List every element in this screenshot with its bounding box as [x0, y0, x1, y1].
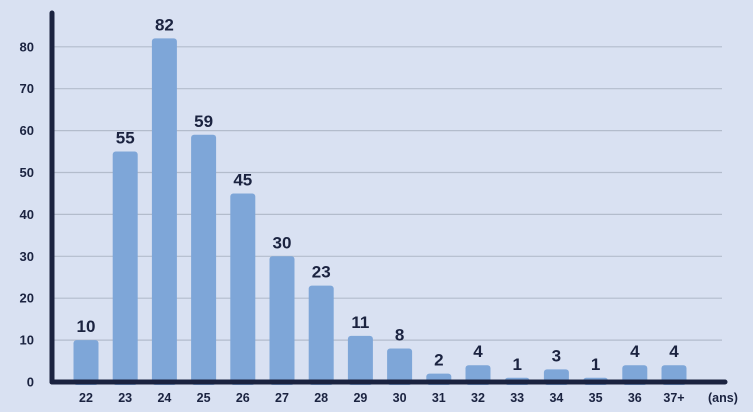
data-label: 82 — [155, 15, 174, 34]
y-tick-label: 0 — [27, 375, 34, 390]
y-tick-label: 20 — [20, 291, 34, 306]
data-label: 4 — [473, 342, 483, 361]
data-label: 4 — [630, 342, 640, 361]
data-label: 23 — [312, 263, 331, 282]
bars — [73, 38, 687, 386]
x-tick-label: 29 — [353, 391, 367, 405]
x-tick-label: 22 — [79, 391, 93, 405]
y-tick-label: 10 — [20, 333, 34, 348]
bar — [191, 134, 217, 385]
x-tick-label: 28 — [314, 391, 328, 405]
y-tick-label: 30 — [20, 249, 34, 264]
data-label: 2 — [434, 351, 443, 370]
y-tick-label: 70 — [20, 81, 34, 96]
x-tick-label: 23 — [118, 391, 132, 405]
axes — [49, 10, 728, 385]
y-tick-labels: 0 10 20 30 40 50 60 70 80 — [20, 39, 34, 389]
y-tick-label: 40 — [20, 207, 34, 222]
bar — [347, 335, 373, 385]
bar — [151, 38, 177, 386]
data-label: 1 — [591, 355, 600, 374]
x-tick-label: 25 — [197, 391, 211, 405]
bar — [269, 256, 295, 385]
bar — [230, 193, 256, 385]
data-label: 55 — [116, 129, 135, 148]
data-label: 4 — [669, 342, 679, 361]
x-tick-label: 35 — [589, 391, 603, 405]
bar — [308, 285, 334, 385]
bar — [387, 348, 413, 385]
x-tick-label: 37+ — [663, 391, 684, 405]
x-tick-label: 33 — [510, 391, 524, 405]
x-tick-label: 27 — [275, 391, 289, 405]
data-label: 11 — [351, 313, 369, 332]
x-tick-label: 31 — [432, 391, 446, 405]
data-label: 3 — [552, 346, 561, 365]
data-label: 45 — [233, 170, 252, 189]
data-label: 8 — [395, 325, 404, 344]
x-tick-label: 32 — [471, 391, 485, 405]
x-tick-label: 24 — [157, 391, 171, 405]
x-tick-label: 26 — [236, 391, 250, 405]
x-tick-label: 36 — [628, 391, 642, 405]
data-label: 30 — [273, 233, 292, 252]
x-tick-labels: 22 23 24 25 26 27 28 29 30 31 32 33 34 35 36 37+ — [79, 391, 685, 405]
bar — [112, 151, 138, 385]
x-axis-unit-label: (ans) — [708, 391, 738, 405]
y-tick-label: 60 — [20, 123, 34, 138]
data-label: 10 — [77, 317, 96, 336]
y-tick-label: 50 — [20, 165, 34, 180]
data-label: 1 — [512, 355, 521, 374]
y-tick-label: 80 — [20, 39, 34, 54]
bar — [73, 340, 99, 385]
data-label: 59 — [194, 112, 213, 131]
x-tick-label: 34 — [549, 391, 563, 405]
x-tick-label: 30 — [393, 391, 407, 405]
